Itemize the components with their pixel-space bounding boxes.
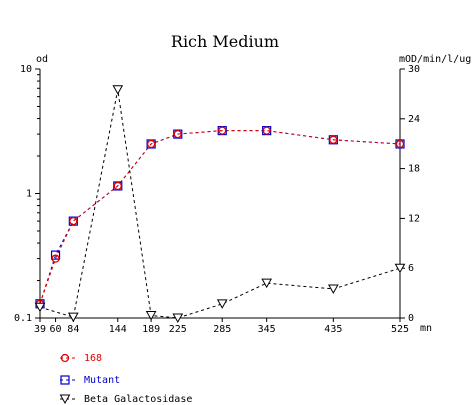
y-left-tick-label: 0.1 bbox=[14, 313, 32, 324]
series-line bbox=[39, 130, 401, 304]
data-point bbox=[394, 263, 406, 274]
y-right-tick-label: 0 bbox=[408, 313, 414, 324]
series-line bbox=[39, 130, 401, 304]
y-right-tick-label: 6 bbox=[408, 263, 414, 274]
y-right-tick-label: 24 bbox=[408, 114, 420, 125]
data-point bbox=[395, 139, 405, 149]
x-tick-label: 225 bbox=[169, 324, 187, 335]
legend-marker bbox=[60, 375, 70, 385]
y-right-axis-label: mOD/min/l/ug bbox=[399, 54, 471, 65]
legend-marker bbox=[59, 394, 71, 405]
legend-label: Mutant bbox=[84, 375, 120, 386]
data-point bbox=[50, 250, 61, 260]
data-point bbox=[172, 313, 184, 324]
x-tick-label: 525 bbox=[391, 324, 409, 335]
data-point bbox=[146, 139, 156, 149]
y-left-tick-label: 10 bbox=[20, 64, 32, 75]
x-tick-label: 84 bbox=[67, 324, 79, 335]
y-right-tick-label: 30 bbox=[408, 64, 420, 75]
data-point bbox=[329, 135, 338, 144]
x-axis-unit-label: mn bbox=[420, 323, 432, 334]
data-point bbox=[145, 311, 157, 321]
x-tick-label: 144 bbox=[109, 324, 127, 335]
y-left-tick-label: 1 bbox=[26, 189, 32, 200]
data-point bbox=[261, 278, 273, 289]
x-tick-label: 435 bbox=[324, 324, 342, 335]
data-point bbox=[112, 85, 124, 95]
data-point bbox=[51, 254, 60, 263]
legend-marker bbox=[60, 353, 70, 363]
data-point bbox=[67, 312, 79, 323]
data-point bbox=[34, 302, 46, 313]
x-tick-label: 39 bbox=[34, 324, 46, 335]
data-point bbox=[218, 126, 227, 135]
series-markers bbox=[34, 85, 406, 324]
data-point bbox=[327, 284, 339, 294]
data-point bbox=[69, 216, 78, 226]
x-tick-label: 60 bbox=[50, 324, 62, 335]
y-right-tick-label: 12 bbox=[408, 213, 420, 224]
data-point bbox=[113, 181, 122, 191]
data-point bbox=[262, 126, 271, 135]
legend-label: Beta Galactosidase bbox=[84, 394, 192, 405]
axes: 39 60 84 144 189 225 285 345 435 525 0.1 1 10 0 6 12 18 2… bbox=[14, 64, 420, 335]
x-tick-label: 189 bbox=[142, 324, 160, 335]
x-tick-label: 345 bbox=[258, 324, 276, 335]
y-left-axis-label: od bbox=[36, 54, 48, 65]
data-point bbox=[216, 299, 228, 309]
legend: 168 Mutant Beta Galactosidase bbox=[59, 353, 192, 405]
chart-title: Rich Medium bbox=[171, 32, 279, 51]
x-tick-label: 285 bbox=[213, 324, 231, 335]
y-right-tick-label: 18 bbox=[408, 164, 420, 175]
series-line bbox=[39, 89, 401, 319]
legend-label: 168 bbox=[84, 353, 102, 364]
series-lines bbox=[39, 89, 401, 319]
data-point bbox=[173, 129, 182, 139]
